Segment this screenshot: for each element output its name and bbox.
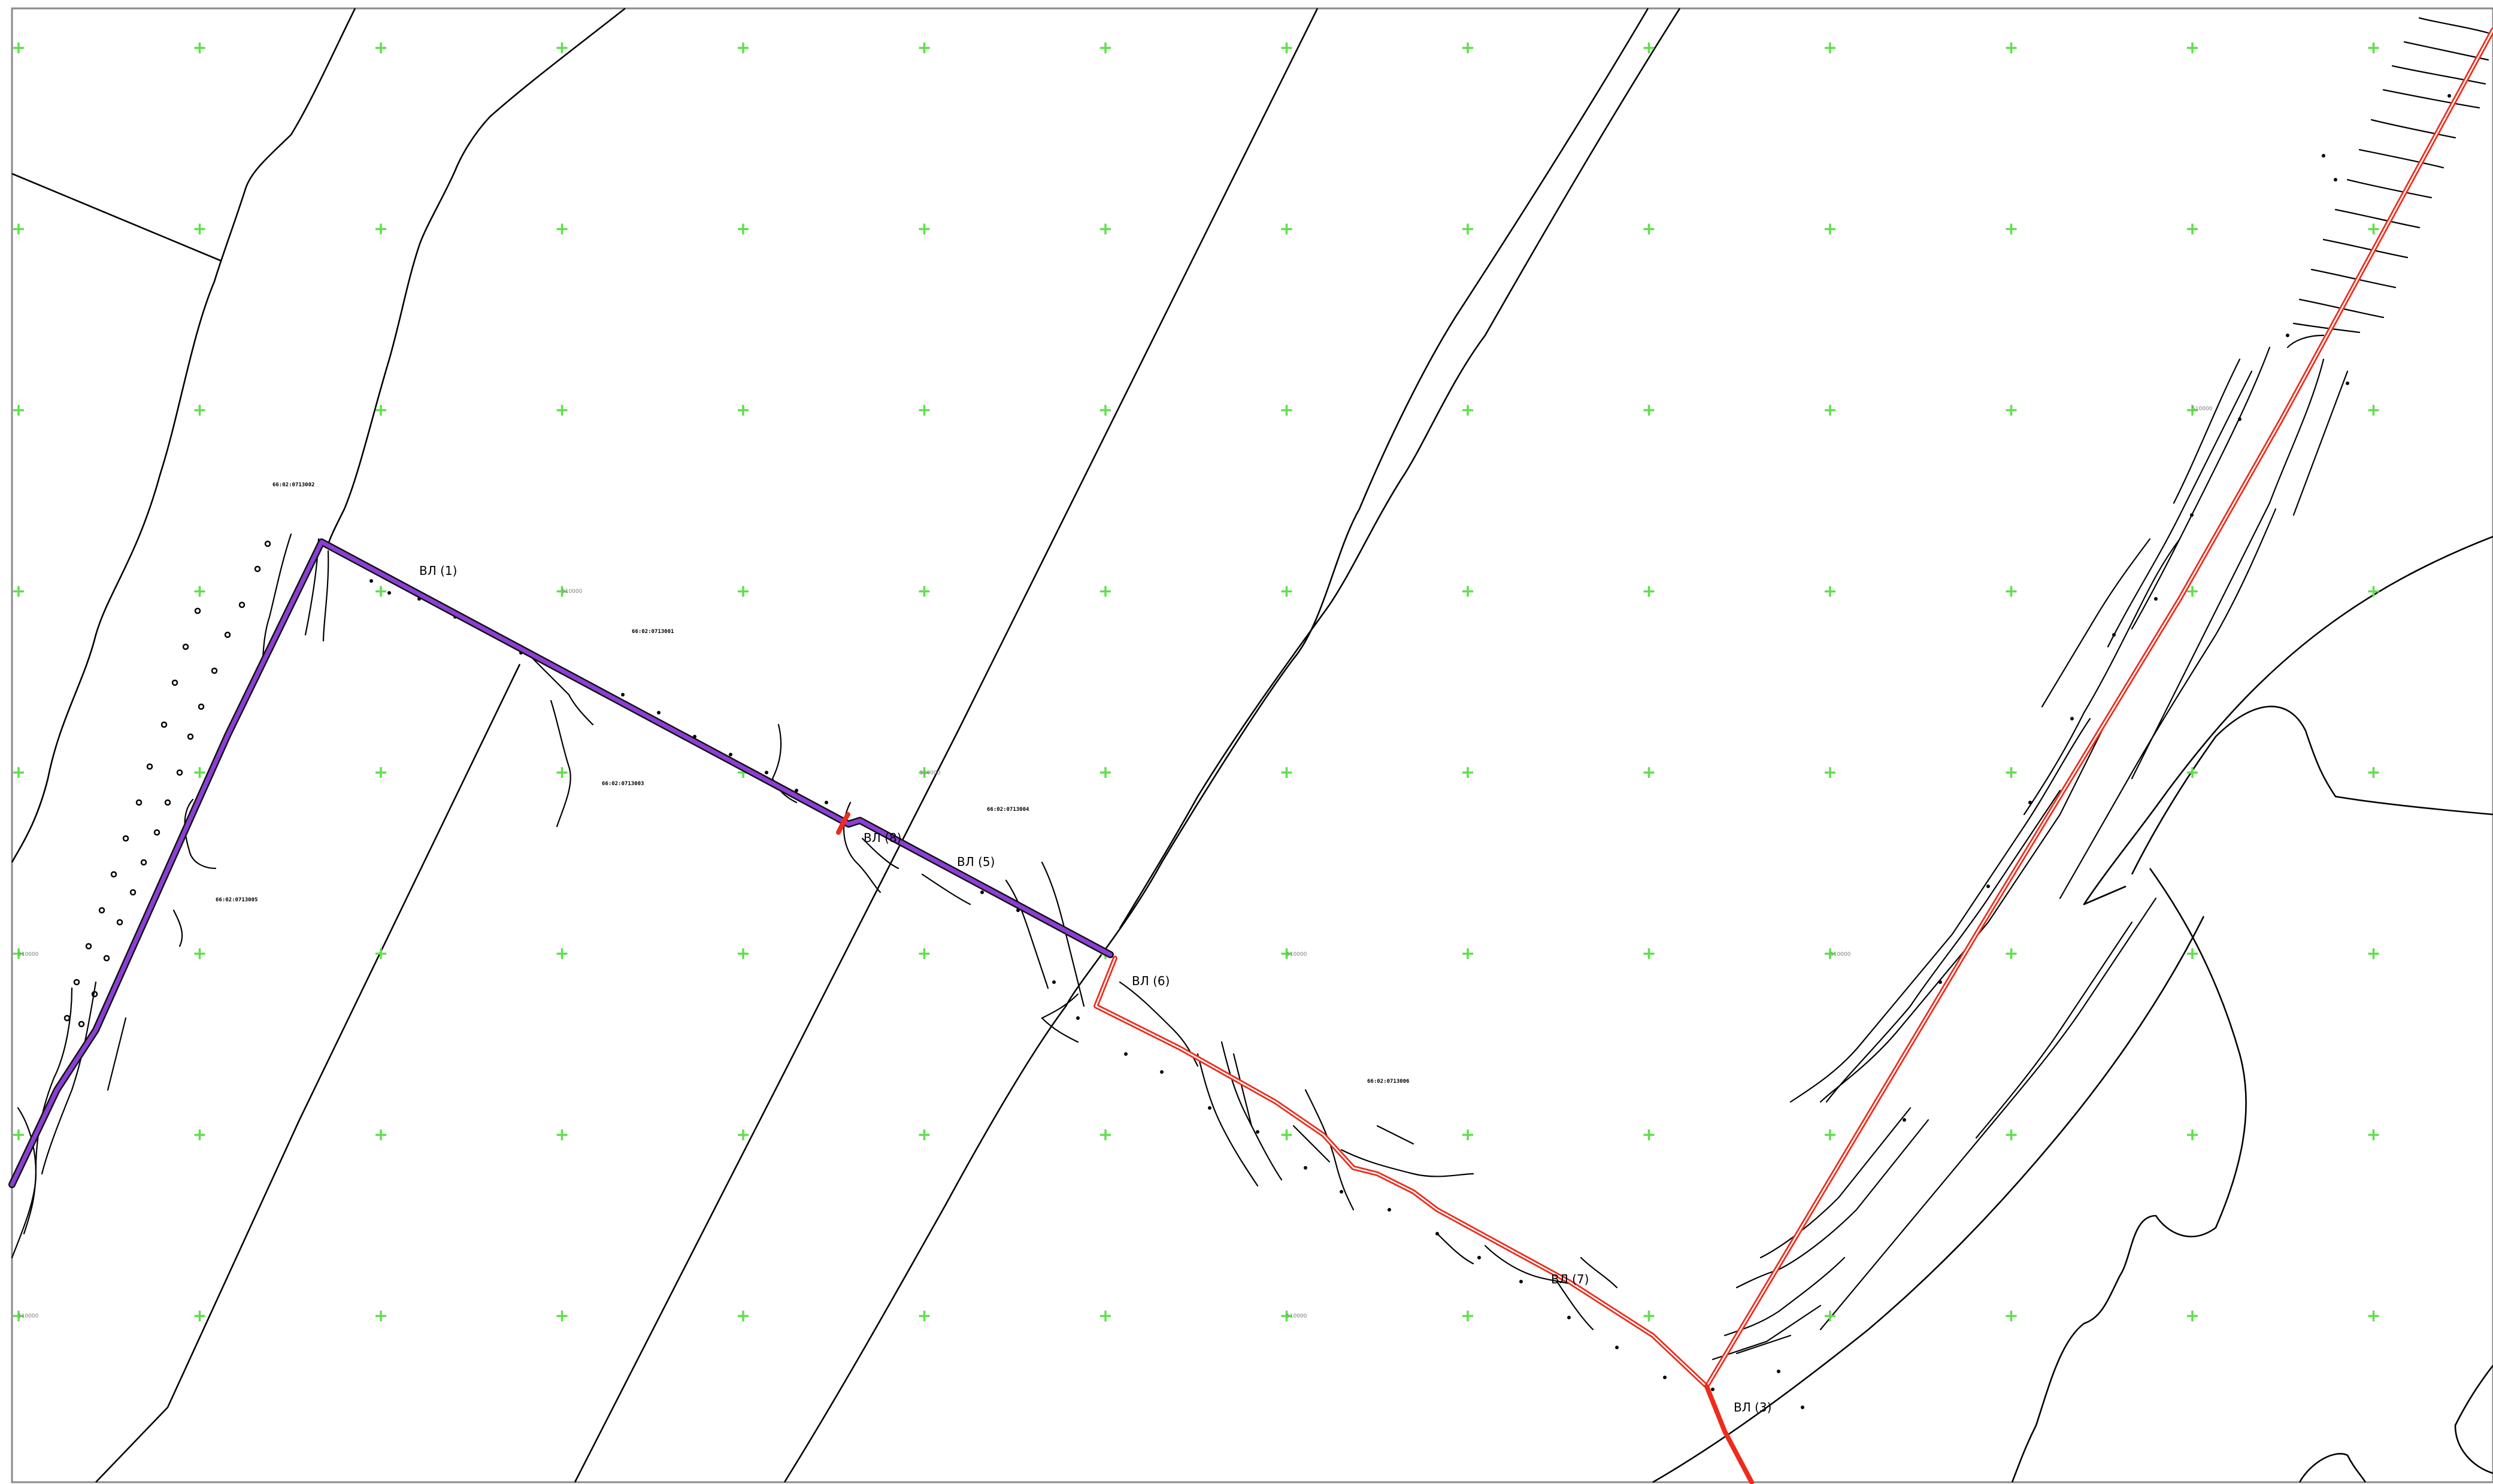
route-purple-line xyxy=(10,540,1113,1187)
grid-coord-label: 510000 xyxy=(1286,1313,1307,1319)
parcel-code: 66:02:0713003 xyxy=(602,781,644,787)
grid-coord-label: 510000 xyxy=(18,1313,39,1319)
boundary-top-left xyxy=(11,172,221,262)
parcel-code: 66:02:0713001 xyxy=(632,629,674,635)
vertex-label-5: ВЛ (5) xyxy=(957,855,995,869)
grid-coord-label: 510000 xyxy=(562,589,583,595)
vertex-label-6: ВЛ (6) xyxy=(1132,974,1170,988)
drawing-frame xyxy=(11,7,2493,1483)
parcel-code: 66:02:0713005 xyxy=(216,897,258,903)
parcel-codes: 66:02:0713002 66:02:0713001 66:02:071300… xyxy=(216,482,1409,1085)
route-purple[interactable] xyxy=(8,538,1114,1188)
grid-coord-label: 510000 xyxy=(2192,406,2213,412)
vertex-label-8: ВЛ (8) xyxy=(864,831,901,845)
vertex-label-1: ВЛ (1) xyxy=(419,564,457,578)
vertex-labels: ВЛ (1) ВЛ (5) ВЛ (6) ВЛ (7) ВЛ (8) ВЛ (3… xyxy=(419,564,1771,1415)
grid-coord-label: 510000 xyxy=(1286,952,1307,958)
grid-coord-label: 510000 xyxy=(920,770,941,776)
grid-coordinate-labels: 510000 510000 510000 510000 510000 51000… xyxy=(18,406,2213,1319)
coordinate-grid xyxy=(13,43,2379,1322)
parcel-boundaries xyxy=(11,7,2493,1483)
vertex-label-7: ВЛ (7) xyxy=(1551,1272,1589,1286)
route-red-line xyxy=(836,812,850,835)
contours-northeast xyxy=(1712,17,2489,1361)
route-red[interactable] xyxy=(836,28,2493,1484)
vertex-label-3: ВЛ (3) xyxy=(1734,1400,1771,1415)
contours-west xyxy=(11,533,1618,1331)
parcel-code: 66:02:0713004 xyxy=(987,807,1029,813)
survey-points xyxy=(63,94,2451,1409)
grid-coord-label: 510000 xyxy=(18,952,39,958)
parcel-code: 66:02:0713006 xyxy=(1367,1079,1409,1085)
parcel-code: 66:02:0713002 xyxy=(272,482,314,488)
grid-coord-label: 510000 xyxy=(1830,952,1851,958)
